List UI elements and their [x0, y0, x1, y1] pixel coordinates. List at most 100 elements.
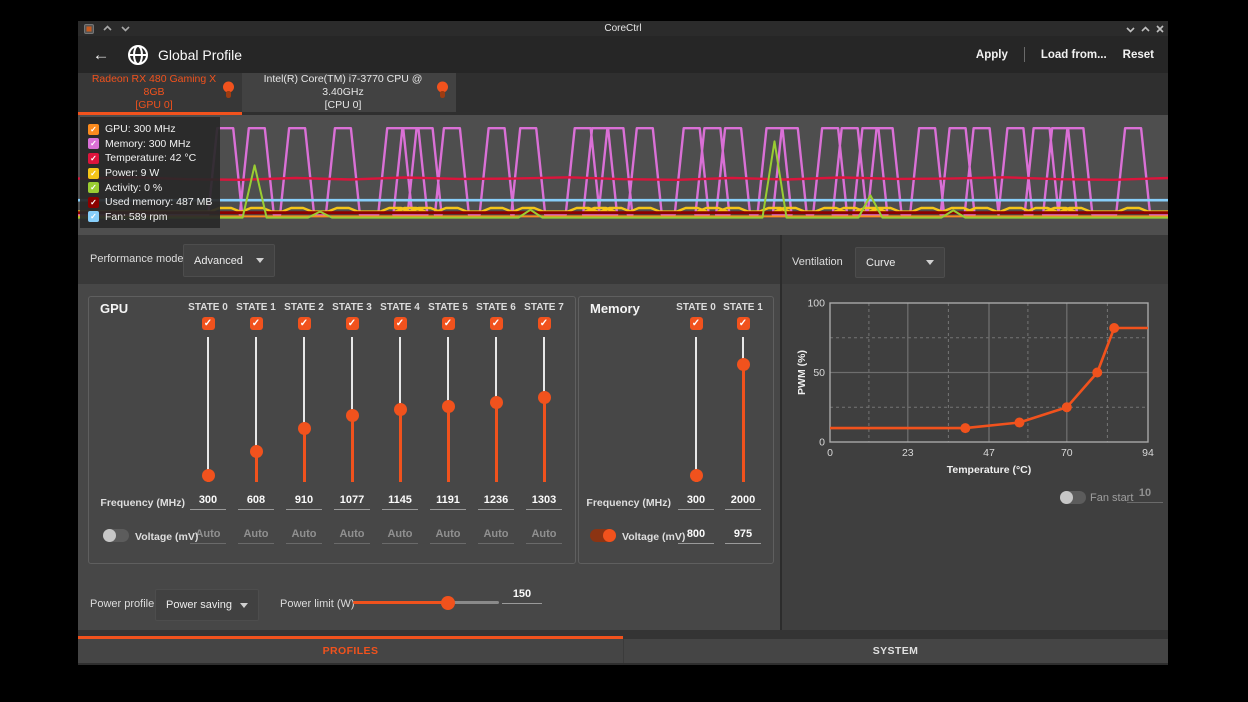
slider-handle[interactable] — [202, 469, 215, 482]
state-frequency-slider[interactable] — [689, 337, 703, 482]
state-frequency-slider[interactable] — [345, 337, 359, 482]
state-checkbox[interactable]: ✓ — [298, 317, 311, 330]
memory-voltage-toggle[interactable] — [590, 529, 616, 542]
state-frequency-slider[interactable] — [201, 337, 215, 482]
frequency-value[interactable]: 910 — [286, 494, 322, 510]
legend-item[interactable]: ✓Used memory: 487 MB — [88, 195, 220, 210]
voltage-value[interactable]: Auto — [334, 528, 370, 544]
fan-start-toggle[interactable] — [1060, 491, 1086, 504]
slider-handle[interactable] — [690, 469, 703, 482]
state-frequency-slider[interactable] — [441, 337, 455, 482]
load-from-button[interactable]: Load from... — [1041, 49, 1107, 61]
bottom-tab-system[interactable]: SYSTEM — [623, 639, 1168, 663]
frequency-value[interactable]: 1145 — [382, 494, 418, 510]
legend-item[interactable]: ✓Fan: 589 rpm — [88, 210, 220, 225]
slider-handle[interactable] — [250, 445, 263, 458]
legend-item[interactable]: ✓Power: 9 W — [88, 166, 220, 181]
slider-handle[interactable] — [346, 409, 359, 422]
frequency-value[interactable]: 1077 — [334, 494, 370, 510]
voltage-value[interactable]: Auto — [238, 528, 274, 544]
state-checkbox[interactable]: ✓ — [538, 317, 551, 330]
frequency-value[interactable]: 2000 — [725, 494, 761, 510]
state-checkbox[interactable]: ✓ — [490, 317, 503, 330]
state-frequency-slider[interactable] — [297, 337, 311, 482]
fan-curve-point[interactable] — [1062, 402, 1072, 412]
state-frequency-slider[interactable] — [736, 337, 750, 482]
minimize-icon[interactable] — [1126, 21, 1135, 38]
power-limit-slider[interactable] — [353, 593, 499, 611]
slider-handle[interactable] — [298, 422, 311, 435]
legend-checkbox-icon[interactable]: ✓ — [88, 168, 99, 179]
state-checkbox[interactable]: ✓ — [394, 317, 407, 330]
voltage-value[interactable]: Auto — [478, 528, 514, 544]
shade-down-icon[interactable] — [118, 23, 132, 34]
power-profile-dropdown[interactable]: Power saving — [155, 589, 259, 621]
slider-track — [447, 337, 449, 406]
title-bar: CoreCtrl — [78, 21, 1168, 36]
legend-item[interactable]: ✓GPU: 300 MHz — [88, 122, 220, 137]
bottom-tab-profiles[interactable]: PROFILES — [78, 639, 623, 663]
pin-icon[interactable] — [436, 81, 449, 106]
gpu-voltage-toggle[interactable] — [103, 529, 129, 542]
pin-icon[interactable] — [222, 81, 235, 106]
state-checkbox[interactable]: ✓ — [737, 317, 750, 330]
power-profile-label: Power profile — [90, 598, 154, 610]
ventilation-mode-value: Curve — [866, 257, 895, 269]
legend-checkbox-icon[interactable]: ✓ — [88, 124, 99, 135]
close-icon[interactable] — [1156, 21, 1164, 38]
fan-start-value[interactable]: 10 — [1127, 487, 1163, 503]
legend-checkbox-icon[interactable]: ✓ — [88, 153, 99, 164]
reset-button[interactable]: Reset — [1123, 49, 1154, 61]
device-tab-label: Radeon RX 480 Gaming X 8GB[GPU 0] — [78, 73, 242, 112]
legend-item[interactable]: ✓Temperature: 42 °C — [88, 151, 220, 166]
fan-curve-point[interactable] — [1014, 418, 1024, 428]
shade-up-icon[interactable] — [100, 23, 114, 34]
state-checkbox[interactable]: ✓ — [346, 317, 359, 330]
voltage-value[interactable]: Auto — [286, 528, 322, 544]
slider-fill — [543, 397, 546, 482]
state-frequency-slider[interactable] — [249, 337, 263, 482]
voltage-value[interactable]: Auto — [526, 528, 562, 544]
state-frequency-slider[interactable] — [537, 337, 551, 482]
frequency-value[interactable]: 608 — [238, 494, 274, 510]
state-checkbox[interactable]: ✓ — [442, 317, 455, 330]
frequency-value[interactable]: 1236 — [478, 494, 514, 510]
slider-handle[interactable] — [538, 391, 551, 404]
apply-button[interactable]: Apply — [976, 49, 1008, 61]
voltage-value[interactable]: Auto — [382, 528, 418, 544]
slider-handle[interactable] — [442, 400, 455, 413]
state-frequency-slider[interactable] — [393, 337, 407, 482]
fan-curve-point[interactable] — [1109, 323, 1119, 333]
frequency-value[interactable]: 300 — [190, 494, 226, 510]
slider-handle[interactable] — [490, 396, 503, 409]
voltage-value[interactable]: 975 — [725, 528, 761, 544]
power-limit-value[interactable]: 150 — [502, 588, 542, 604]
state-checkbox[interactable]: ✓ — [202, 317, 215, 330]
frequency-value[interactable]: 1191 — [430, 494, 466, 510]
slider-handle[interactable] — [441, 596, 455, 610]
slider-handle[interactable] — [737, 358, 750, 371]
state-checkbox[interactable]: ✓ — [250, 317, 263, 330]
frequency-value[interactable]: 1303 — [526, 494, 562, 510]
voltage-value[interactable]: Auto — [430, 528, 466, 544]
legend-item[interactable]: ✓Memory: 300 MHz — [88, 137, 220, 152]
slider-handle[interactable] — [394, 403, 407, 416]
performance-mode-value: Advanced — [194, 255, 243, 267]
fan-curve-point[interactable] — [1092, 368, 1102, 378]
legend-item[interactable]: ✓Activity: 0 % — [88, 180, 220, 195]
fan-curve-point[interactable] — [960, 423, 970, 433]
legend-checkbox-icon[interactable]: ✓ — [88, 138, 99, 149]
back-button[interactable]: ← — [86, 45, 116, 65]
fan-curve-chart[interactable]: 050100023477094PWM (%)Temperature (°C) — [795, 295, 1165, 485]
legend-checkbox-icon[interactable]: ✓ — [88, 182, 99, 193]
frequency-value[interactable]: 300 — [678, 494, 714, 510]
ventilation-mode-dropdown[interactable]: Curve — [855, 247, 945, 278]
device-tab-cpu[interactable]: Intel(R) Core(TM) i7-3770 CPU @ 3.40GHz[… — [242, 73, 456, 112]
device-tab-gpu[interactable]: Radeon RX 480 Gaming X 8GB[GPU 0] — [78, 73, 242, 112]
legend-checkbox-icon[interactable]: ✓ — [88, 197, 99, 208]
performance-mode-dropdown[interactable]: Advanced — [183, 244, 275, 277]
state-checkbox[interactable]: ✓ — [690, 317, 703, 330]
maximize-icon[interactable] — [1141, 21, 1150, 38]
legend-checkbox-icon[interactable]: ✓ — [88, 211, 99, 222]
state-frequency-slider[interactable] — [489, 337, 503, 482]
